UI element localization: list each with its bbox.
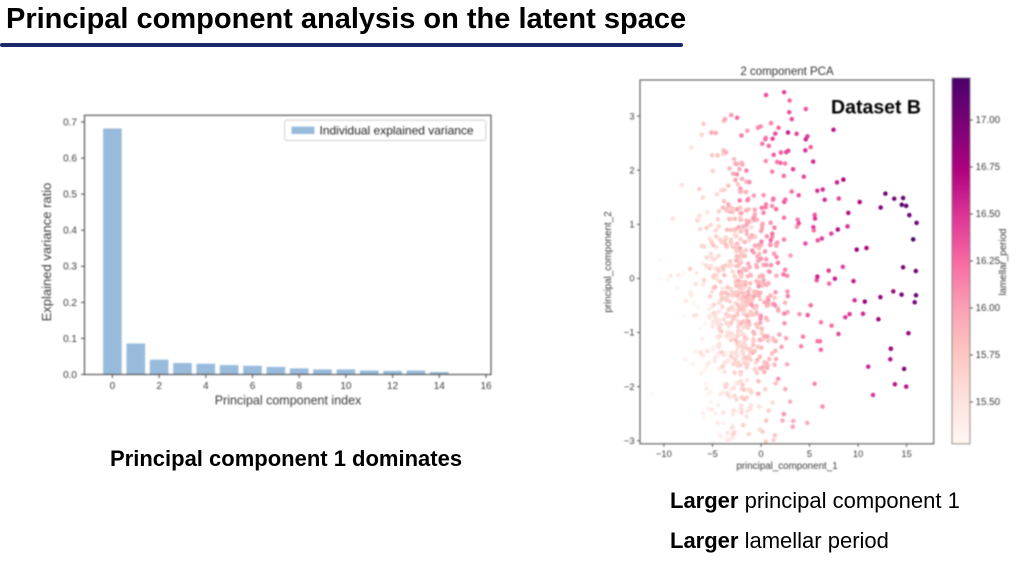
svg-text:3: 3 xyxy=(629,111,634,121)
svg-text:0.6: 0.6 xyxy=(63,154,77,165)
svg-text:2: 2 xyxy=(629,165,634,175)
svg-text:principal_component_1: principal_component_1 xyxy=(736,461,837,472)
svg-text:2 component PCA: 2 component PCA xyxy=(740,66,834,78)
svg-text:0: 0 xyxy=(629,274,634,284)
svg-text:Principal component index: Principal component index xyxy=(215,394,362,408)
svg-text:15: 15 xyxy=(901,449,911,459)
svg-text:−2: −2 xyxy=(624,382,635,392)
svg-text:16.00: 16.00 xyxy=(976,303,1001,314)
svg-text:10: 10 xyxy=(340,381,352,392)
svg-text:−3: −3 xyxy=(624,436,635,446)
svg-text:−10: −10 xyxy=(656,449,672,459)
svg-text:15.75: 15.75 xyxy=(976,350,1001,361)
svg-text:0: 0 xyxy=(110,381,116,392)
svg-text:5: 5 xyxy=(807,449,812,459)
svg-text:principal_component_2: principal_component_2 xyxy=(603,211,614,312)
svg-text:14: 14 xyxy=(434,381,446,392)
svg-text:10: 10 xyxy=(853,449,863,459)
svg-text:lamellar_period: lamellar_period xyxy=(998,229,1009,296)
svg-text:2: 2 xyxy=(156,381,162,392)
svg-text:15.50: 15.50 xyxy=(976,397,1001,408)
svg-text:16.75: 16.75 xyxy=(976,162,1001,173)
svg-text:12: 12 xyxy=(387,381,399,392)
svg-text:0.2: 0.2 xyxy=(63,298,77,309)
svg-text:6: 6 xyxy=(250,381,256,392)
svg-text:17.00: 17.00 xyxy=(976,115,1001,126)
svg-text:4: 4 xyxy=(203,381,209,392)
svg-text:−1: −1 xyxy=(624,328,635,338)
svg-text:0.0: 0.0 xyxy=(63,370,77,381)
svg-text:Explained variance ratio: Explained variance ratio xyxy=(39,183,54,322)
svg-text:1: 1 xyxy=(629,220,634,230)
svg-text:16.25: 16.25 xyxy=(976,256,1001,267)
svg-text:−5: −5 xyxy=(707,449,718,459)
svg-text:0: 0 xyxy=(758,449,763,459)
svg-text:Dataset B: Dataset B xyxy=(831,97,921,119)
svg-text:Individual explained variance: Individual explained variance xyxy=(320,123,474,137)
svg-text:16.50: 16.50 xyxy=(976,209,1001,220)
svg-text:8: 8 xyxy=(296,381,302,392)
svg-text:16: 16 xyxy=(480,381,492,392)
svg-text:0.5: 0.5 xyxy=(63,190,77,201)
svg-text:0.7: 0.7 xyxy=(63,117,77,128)
svg-text:0.4: 0.4 xyxy=(63,226,77,237)
svg-text:0.1: 0.1 xyxy=(63,334,77,345)
svg-text:0.3: 0.3 xyxy=(63,262,77,273)
